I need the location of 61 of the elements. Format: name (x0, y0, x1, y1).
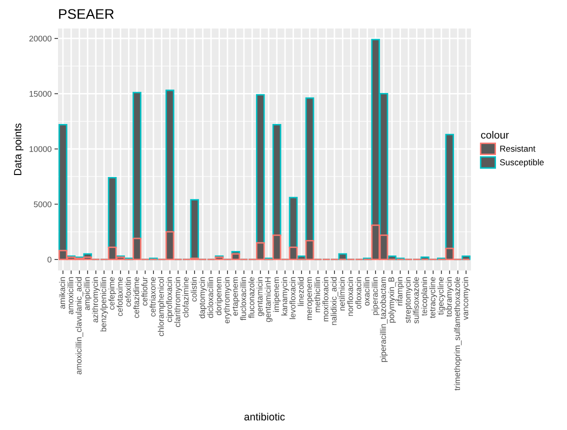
x-tick-label: vancomycin (462, 277, 470, 320)
x-tick-label: teicoplanin (421, 277, 429, 316)
x-tick-label: ofloxacin (355, 277, 362, 309)
x-tick-label: gentamicinH (264, 277, 272, 322)
x-tick-label: ceftriaxone (150, 277, 156, 316)
y-tick-label: 10000 (30, 146, 52, 152)
x-tick-label: clofazimine (182, 277, 189, 318)
x-tick-label: imipenem (273, 277, 281, 312)
x-tick-label: linezolid (298, 277, 304, 306)
legend-label: Susceptible (500, 159, 544, 168)
legend-label: Resistant (500, 145, 536, 152)
x-tick-label: netilmicin (338, 277, 345, 310)
x-tick-label: methicillin (314, 277, 320, 312)
y-tick-label: 15000 (30, 90, 52, 97)
x-tick-label: kanamycin (281, 277, 289, 316)
x-tick-label: cefepime (108, 277, 116, 310)
x-tick-label: ceftazidime (133, 277, 140, 318)
x-tick-label: doripenem (215, 277, 224, 316)
x-tick-label: piperacillin_tazobactam (380, 277, 388, 362)
x-tick-label: ertapenem (232, 277, 240, 316)
x-tick-label: cefotaxime (116, 277, 123, 316)
x-tick-label: azithromycin (92, 277, 100, 322)
chart-title: PSEAER (59, 9, 114, 19)
x-tick-label: rifampin (396, 277, 404, 306)
x-tick-label: tobramycin (446, 277, 454, 317)
x-tick-label: chloramphenicol (158, 277, 166, 336)
x-tick-label: tigecycline (438, 277, 446, 315)
x-tick-label: amoxicillin_clavulanic_acid (76, 277, 84, 374)
x-tick-label: nalidixic_acid (330, 277, 338, 325)
x-tick-label: ceftiofur (141, 276, 148, 306)
x-tick-label: levofloxacin (289, 277, 296, 320)
x-tick-label: meropenem (307, 277, 314, 320)
x-tick-label: trimethoprim_sulfamethoxazole (454, 277, 462, 390)
y-tick-label: 0 (48, 256, 52, 262)
x-tick-label: amikacin (59, 277, 66, 309)
x-tick-label: polymyxin_B (388, 277, 396, 323)
x-tick-label: oxacillin (364, 277, 370, 306)
y-tick-label: 5000 (34, 201, 52, 208)
x-tick-label: amoxicillin (67, 277, 74, 314)
y-axis-title: Data points (14, 124, 24, 175)
x-tick-label: ciprofloxacin (166, 277, 174, 322)
x-tick-label: tetracycline (429, 277, 437, 318)
x-tick-label: erythromycin (224, 277, 232, 324)
legend-title: colour (481, 130, 509, 139)
x-tick-label: piperacillin (372, 277, 380, 315)
x-tick-label: cefoxitin (124, 277, 131, 306)
x-tick-label: benzylpenicillin (100, 277, 108, 332)
x-tick-label: flucloxacillin (240, 277, 246, 320)
x-tick-label: sulfisoxazole (412, 277, 419, 324)
x-tick-label: norfloxacin (347, 277, 354, 316)
x-tick-label: colistin (190, 277, 197, 302)
x-tick-label: moxifloxacin (322, 277, 328, 322)
y-tick-label: 20000 (29, 36, 52, 42)
x-tick-label: dicloxacillin (207, 277, 214, 318)
x-tick-label: daptomycin (198, 277, 207, 318)
x-tick-label: fluconazole (248, 277, 254, 318)
x-axis-title: antibiotic (244, 412, 285, 420)
x-tick-label: clarithromycin (174, 277, 182, 327)
x-tick-label: ampicillin (84, 277, 92, 310)
x-tick-label: streptomycin (404, 277, 412, 323)
x-tick-label: gentamicin (256, 277, 264, 316)
